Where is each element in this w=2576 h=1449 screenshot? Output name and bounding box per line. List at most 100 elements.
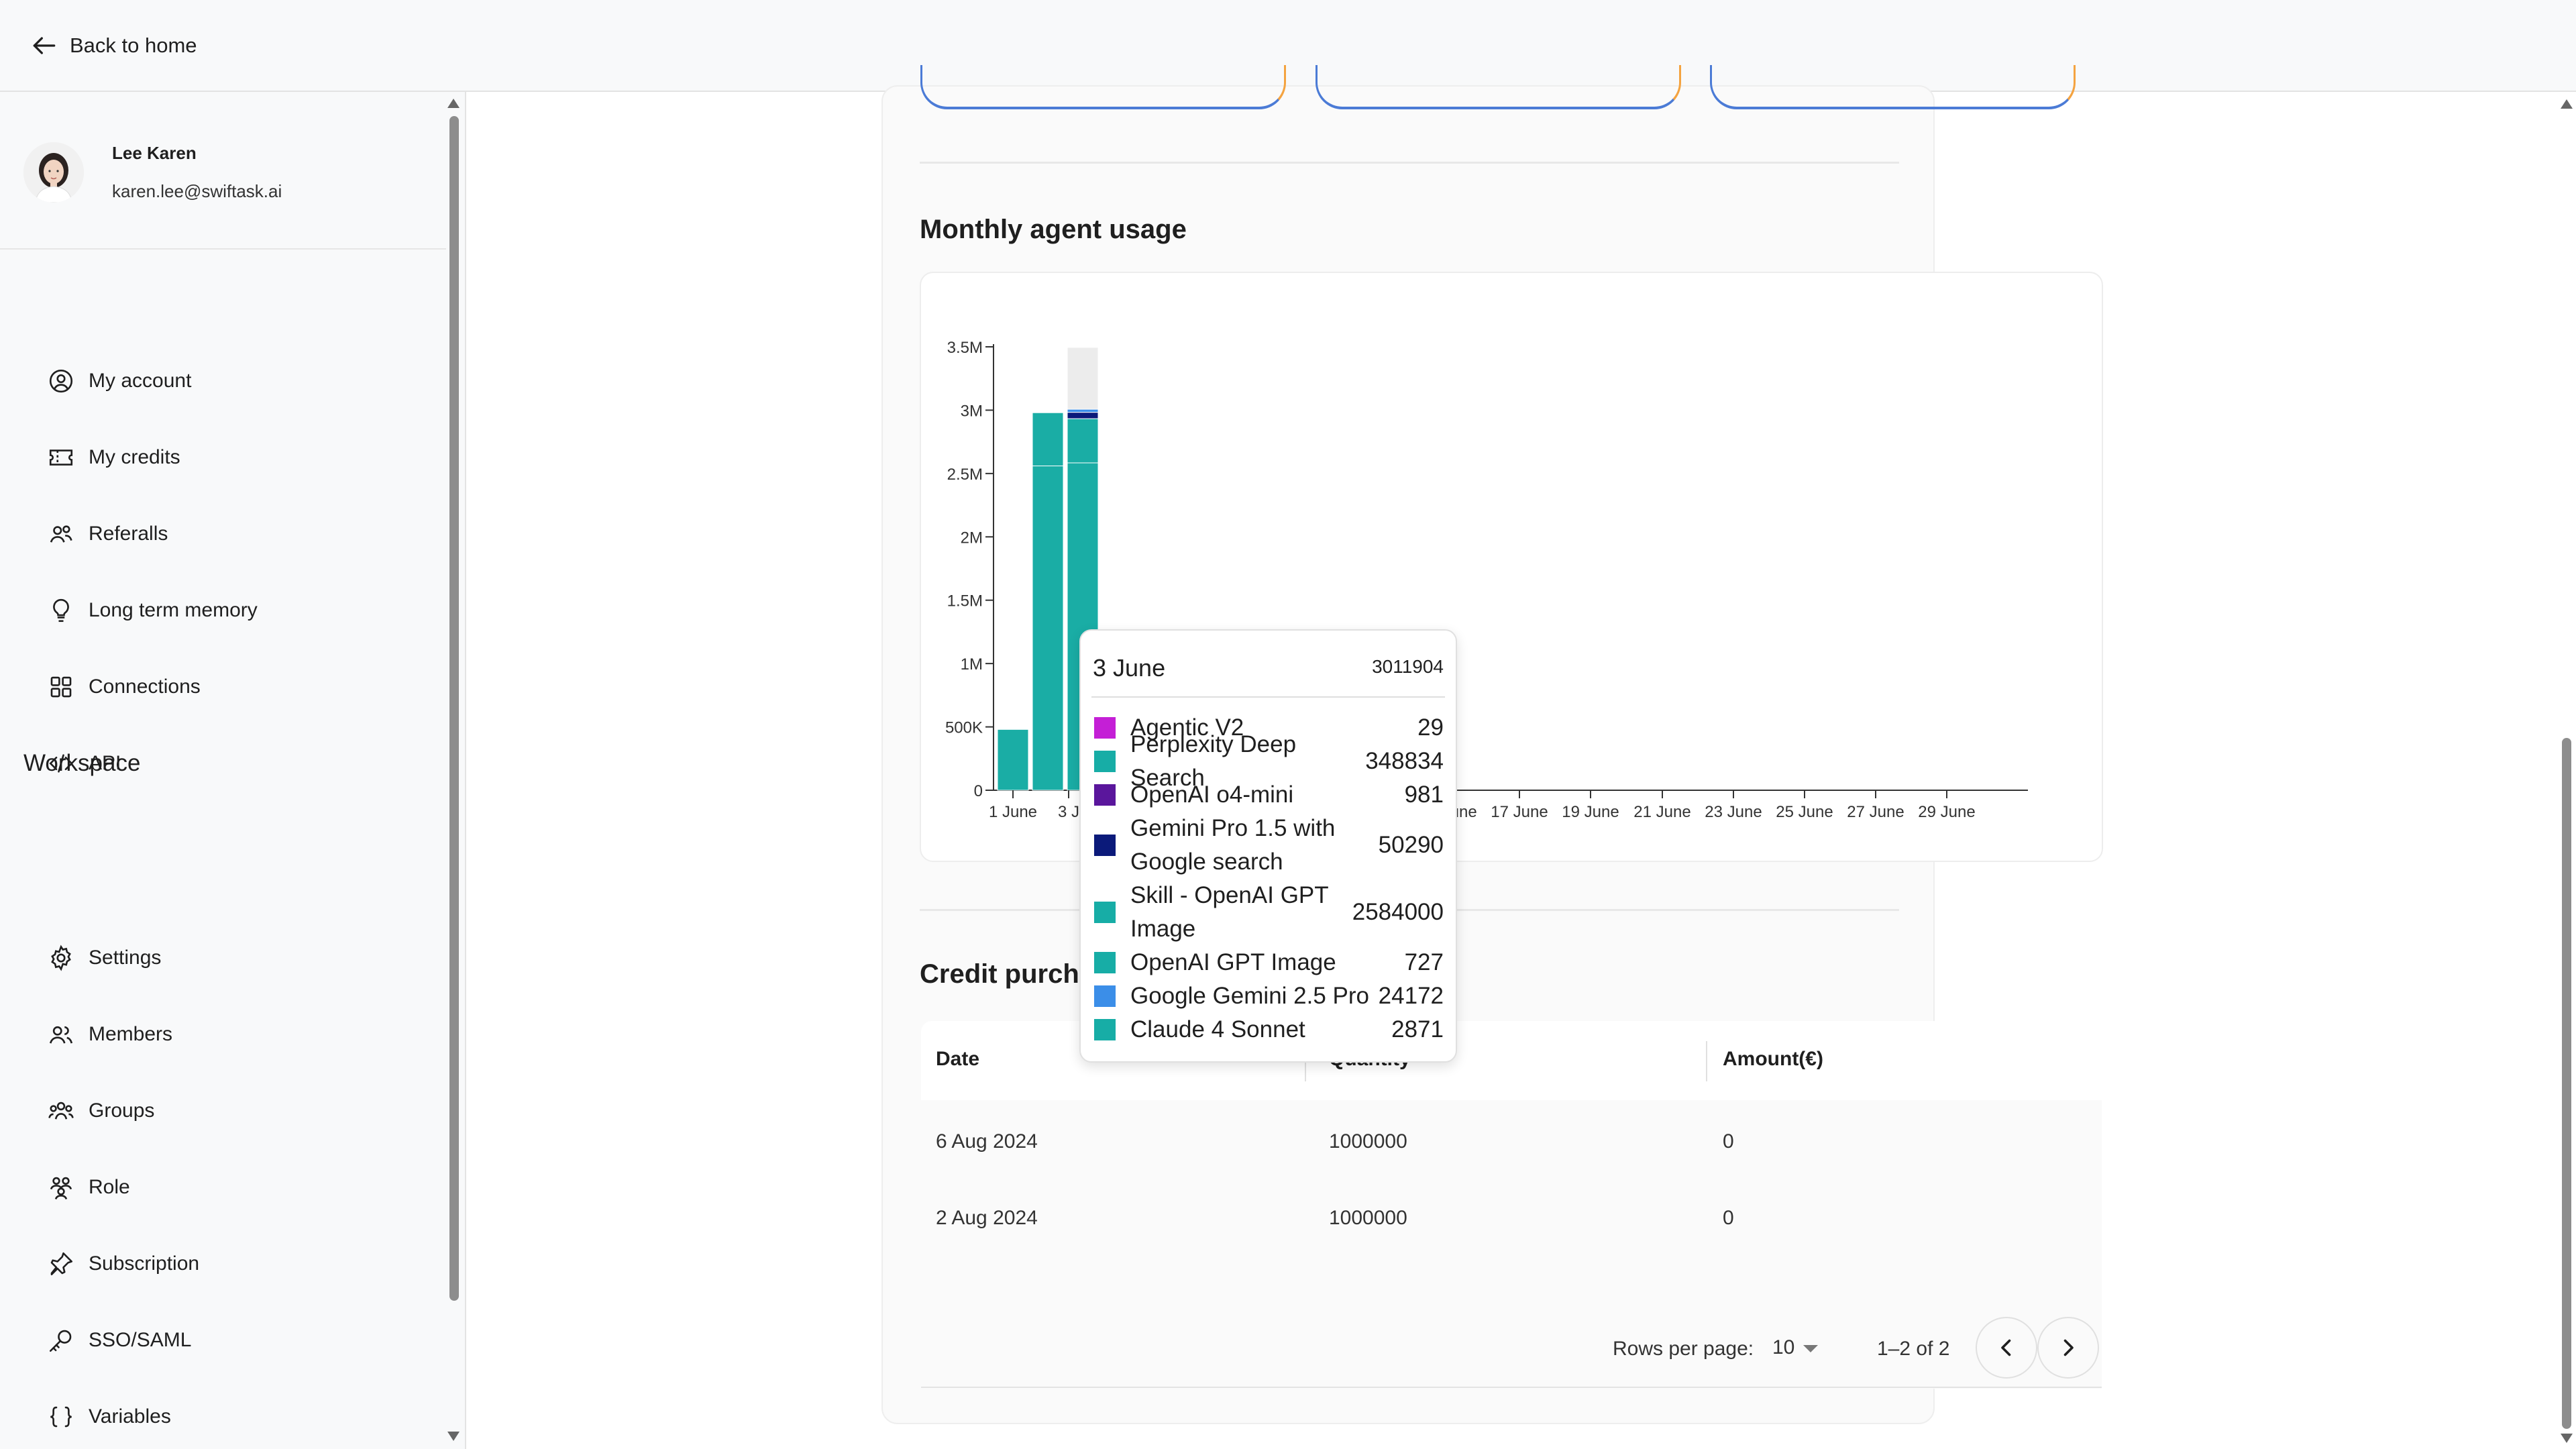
bar-segment — [1067, 409, 1099, 413]
rows-per-page-select[interactable]: 10 — [1772, 1336, 1795, 1358]
sidebar-item-my-account[interactable]: My account — [47, 364, 191, 398]
tooltip-series-name: OpenAI o4-mini — [1130, 782, 1294, 808]
tooltip-swatch — [1094, 835, 1116, 856]
sidebar-item-groups[interactable]: Groups — [47, 1093, 154, 1128]
next-page-button[interactable] — [2037, 1317, 2099, 1379]
sidebar-item-api[interactable]: API — [47, 746, 121, 781]
y-tick-label: 1.5M — [947, 592, 983, 610]
sidebar-item-members[interactable]: Members — [47, 1017, 172, 1052]
section-divider — [920, 162, 1899, 164]
chevron-right-icon — [2063, 1339, 2074, 1356]
tooltip-swatch — [1094, 751, 1116, 772]
sidebar-item-label: Settings — [89, 947, 162, 969]
back-to-home-link[interactable]: Back to home — [30, 30, 197, 62]
sidebar-item-label: Subscription — [89, 1252, 200, 1275]
top-bar: Back to home — [0, 0, 2576, 92]
profile-email: karen.lee@swiftask.ai — [112, 181, 282, 201]
sidebar-item-referalls[interactable]: Referalls — [47, 517, 168, 551]
sidebar-item-label: API — [89, 752, 121, 774]
tooltip-series-value: 2871 — [1391, 1016, 1444, 1042]
sidebar-scrollbar[interactable] — [449, 116, 459, 1301]
table-body: 6 Aug 2024 1000000 0 2 Aug 2024 1000000 … — [921, 1100, 2102, 1389]
y-tick-label: 3M — [961, 402, 983, 420]
tooltip-swatch — [1094, 784, 1116, 806]
table-bottom-border — [921, 1387, 2102, 1388]
sidebar-item-label: Role — [89, 1176, 130, 1198]
previous-page-button[interactable] — [1976, 1317, 2037, 1379]
tooltip-date: 3 June — [1093, 654, 1166, 682]
tooltip-swatch — [1094, 1019, 1116, 1040]
role-icon — [50, 1177, 72, 1199]
back-label: Back to home — [70, 34, 197, 57]
cell-quantity: 1000000 — [1329, 1130, 1407, 1152]
key-icon — [49, 1330, 72, 1352]
page-scrollbar[interactable] — [2562, 738, 2571, 1429]
chart-tooltip: 3 June 3011904 Agentic V2 29 Perplexity De… — [1079, 629, 1457, 1063]
sidebar-divider — [0, 248, 446, 250]
sidebar-item-my-credits[interactable]: My credits — [47, 440, 180, 475]
y-tick-label: 1M — [961, 655, 983, 674]
braces-icon — [50, 1406, 72, 1428]
x-tick-label: 17 June — [1491, 803, 1548, 821]
workspace-title: Workspace — [23, 750, 141, 776]
pin-icon — [50, 1252, 73, 1276]
tooltip-series-value: 50290 — [1378, 832, 1444, 858]
sidebar-item-connections[interactable]: Connections — [47, 669, 201, 704]
chevron-down-icon[interactable] — [1803, 1345, 1818, 1352]
sidebar-item-variables[interactable]: Variables — [47, 1399, 171, 1434]
tooltip-series-name: Claude 4 Sonnet — [1130, 1016, 1305, 1042]
user-circle-icon — [49, 369, 73, 393]
bar-segment — [1032, 412, 1064, 467]
x-tick-label: 29 June — [1918, 803, 1975, 821]
sidebar: Lee Karen karen.lee@swiftask.ai My accou… — [0, 92, 466, 1449]
usage-title: Monthly agent usage — [920, 215, 1187, 244]
people-icon — [49, 1026, 73, 1044]
sidebar-item-label: Members — [89, 1023, 173, 1045]
ticket-icon — [49, 449, 73, 466]
bar-segment — [997, 729, 1029, 791]
x-tick-label: 25 June — [1776, 803, 1833, 821]
tooltip-swatch — [1094, 952, 1116, 973]
tooltip-row: OpenAI GPT Image 727 — [1094, 946, 1444, 979]
sidebar-item-label: Groups — [89, 1099, 155, 1122]
tooltip-swatch — [1094, 902, 1116, 923]
tooltip-series-value: 348834 — [1365, 748, 1444, 774]
tooltip-series-name: Agentic V2 — [1130, 714, 1244, 741]
sidebar-scroll-up[interactable] — [447, 99, 460, 108]
cell-amount: 0 — [1723, 1130, 1734, 1152]
column-header-amount[interactable]: Amount(€) — [1723, 1048, 1823, 1070]
tooltip-divider — [1091, 696, 1445, 698]
x-tick-label: 3 J — [1058, 803, 1079, 821]
sidebar-scroll-down[interactable] — [447, 1432, 460, 1441]
users-icon — [50, 525, 72, 543]
sidebar-item-settings[interactable]: Settings — [47, 941, 161, 975]
purchases-title: Credit purcha — [920, 959, 1095, 989]
group-icon — [48, 1102, 74, 1120]
y-tick-label: 3.5M — [947, 339, 983, 357]
sidebar-item-role[interactable]: Role — [47, 1170, 130, 1205]
sidebar-item-label: My credits — [89, 446, 180, 468]
page-scroll-up[interactable] — [2561, 99, 2573, 109]
tooltip-swatch — [1094, 985, 1116, 1007]
profile-name: Lee Karen — [112, 143, 197, 163]
tooltip-row: Claude 4 Sonnet 2871 — [1094, 1013, 1444, 1046]
y-tick-label: 0 — [974, 782, 983, 800]
tooltip-total: 3011904 — [1372, 656, 1444, 677]
sidebar-item-long-term-memory[interactable]: Long term memory — [47, 593, 258, 628]
sidebar-item-subscription[interactable]: Subscription — [47, 1246, 199, 1281]
tooltip-series-name: Skill - OpenAI GPT Image — [1130, 882, 1329, 942]
tooltip-series-name: Gemini Pro 1.5 with Google search — [1130, 815, 1336, 875]
bar-segment — [1032, 466, 1064, 791]
sidebar-item-label: Variables — [89, 1405, 171, 1428]
plan-pill[interactable] — [920, 65, 1286, 109]
sidebar-item-sso-saml[interactable]: SSO/SAML — [47, 1323, 191, 1358]
chevron-left-icon — [2001, 1339, 2011, 1356]
plan-pill[interactable] — [1710, 65, 2076, 109]
code-icon — [49, 754, 73, 773]
plan-pill[interactable] — [1316, 65, 1681, 109]
x-tick-label: 19 June — [1562, 803, 1619, 821]
page-scroll-down[interactable] — [2561, 1434, 2573, 1443]
pagination-range: 1–2 of 2 — [1877, 1338, 1950, 1360]
column-header-date[interactable]: Date — [936, 1048, 980, 1070]
profile[interactable]: Lee Karen karen.lee@swiftask.ai — [23, 142, 282, 203]
